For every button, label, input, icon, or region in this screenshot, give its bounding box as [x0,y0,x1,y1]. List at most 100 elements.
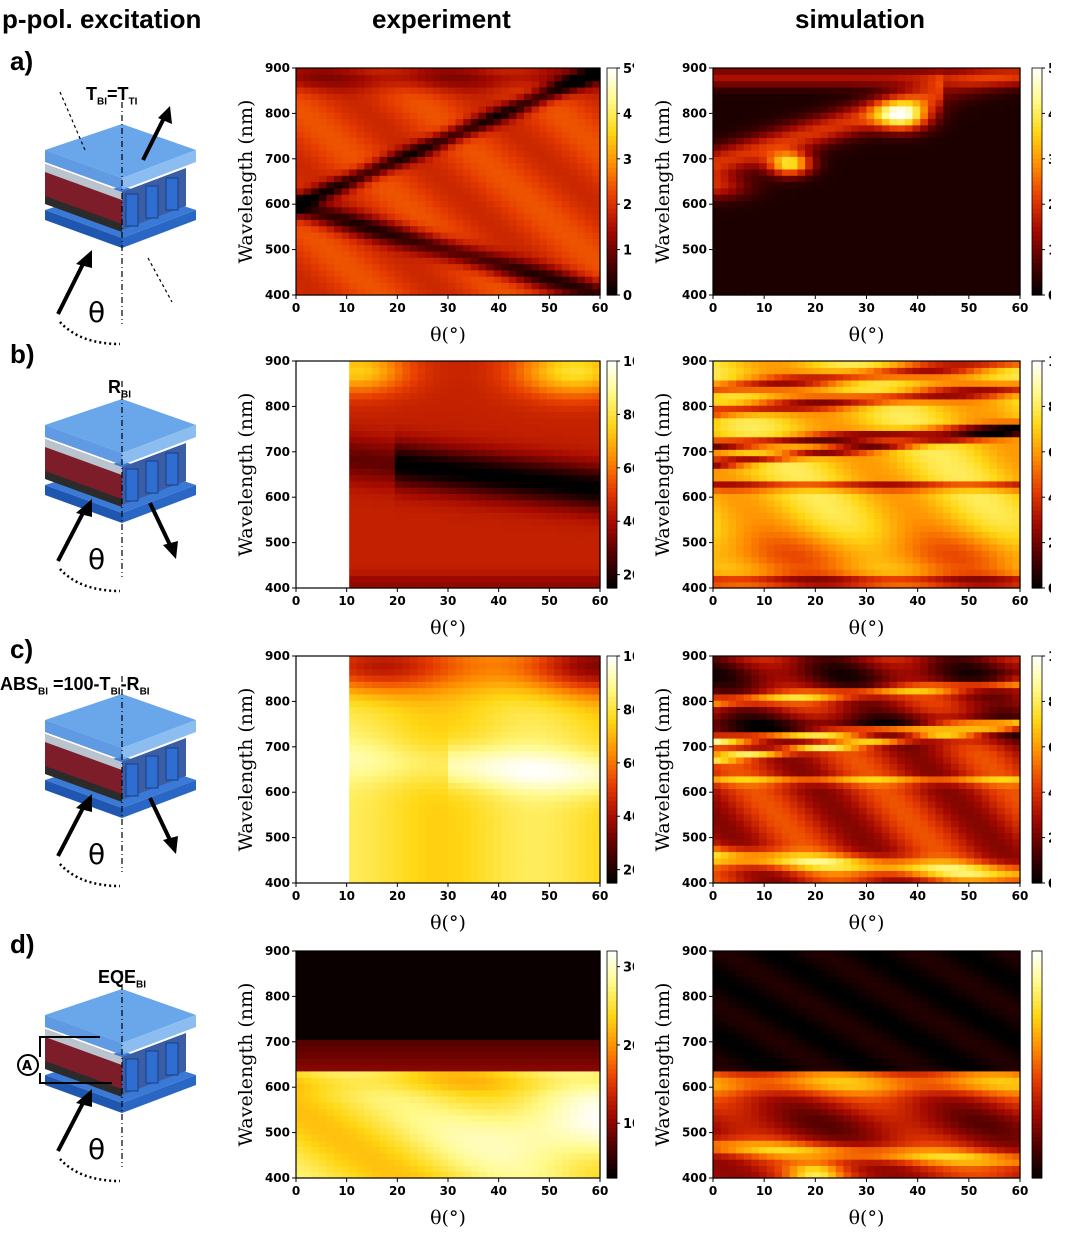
heatmap-cell [554,263,563,271]
heatmap-cell [728,361,737,368]
heatmap-cell [728,556,737,564]
heatmap-cell [318,282,327,290]
heatmap-cell [966,206,975,214]
heatmap-cell [531,282,540,290]
heatmap-cell [508,506,517,513]
heatmap-cell [372,468,381,476]
heatmap-cell [973,137,983,145]
heatmap-cell [966,86,975,94]
heatmap-cell [782,518,791,526]
heatmap-cell [592,250,601,258]
heatmap-cell [546,99,555,107]
heatmap-cell [1004,149,1013,157]
heatmap-cell [820,269,829,277]
heatmap-cell [751,474,760,482]
heatmap-cell [531,124,540,132]
heatmap-cell [356,392,365,400]
heatmap-cell [539,200,548,208]
heatmap-cell [866,244,875,252]
heatmap-cell [736,276,745,283]
heatmap-cell [912,231,921,239]
heatmap-cell [493,373,502,381]
heatmap-cell [402,276,411,283]
heatmap-cell [569,556,578,564]
heatmap-cell [326,518,335,526]
heatmap-cell [539,405,548,413]
heatmap-cell [379,175,388,183]
heatmap-cell [1012,86,1021,94]
heatmap-cell [554,417,563,425]
heatmap-cell [372,449,381,457]
x-axis-label: θ(°) [430,324,466,346]
theta-symbol: θ [88,1133,105,1166]
heatmap-cell [805,86,814,94]
heatmap-cell [364,105,373,113]
heatmap-cell [720,569,729,576]
heatmap-cell [334,398,343,406]
heatmap-cell [950,86,960,94]
heatmap-cell [966,131,975,138]
colorbar-segment [607,113,617,119]
heatmap-cell [387,537,396,545]
y-tick-label: 600 [682,197,707,211]
heatmap-cell [851,276,860,283]
heatmap-cell [455,562,464,570]
heatmap-cell [546,175,555,183]
heatmap-cell [751,361,760,368]
heatmap-cell [569,518,578,526]
heatmap-cell [569,379,578,387]
heatmap-cell [897,80,906,88]
heatmap-cell [508,288,517,296]
heatmap-cell [577,250,586,258]
heatmap-cell [478,367,487,375]
heatmap-cell [927,238,937,246]
heatmap-cell [835,269,845,277]
heatmap-cell [417,137,426,145]
heatmap-cell [546,149,555,157]
heatmap-cell [334,373,343,381]
heatmap-cell [501,367,510,375]
heatmap-cell [524,543,533,551]
heatmap-cell [728,537,737,545]
heatmap-cell [713,531,722,539]
heatmap-cell [318,373,327,381]
heatmap-cell [759,156,768,164]
heatmap-cell [966,93,975,101]
heatmap-cell [920,206,929,214]
heatmap-cell [743,269,752,277]
heatmap-cell [531,405,540,413]
heatmap-cell [912,225,921,233]
heatmap-cell [387,131,396,138]
heatmap-cell [311,282,320,290]
heatmap-cell [478,175,487,183]
heatmap-cell [296,276,305,283]
heatmap-cell [334,105,343,113]
heatmap-cell [958,257,967,265]
colorbar-segment [607,158,617,164]
heatmap-cell [577,231,586,239]
heatmap-cell [356,512,365,520]
heatmap-cell [394,449,403,457]
heatmap-cell [448,487,457,495]
heatmap-cell [531,244,540,252]
heatmap-cell [546,181,555,189]
heatmap-cell [455,181,464,189]
heatmap-cell [759,493,768,501]
heatmap-cell [356,543,365,551]
heatmap-cell [554,361,563,368]
heatmap-cell [531,118,540,126]
heatmap-cell [463,250,472,258]
heatmap-cell [584,518,593,526]
heatmap-cell [584,124,593,132]
heatmap-cell [935,105,944,113]
heatmap-cell [751,250,760,258]
heatmap-cell [501,379,510,387]
heatmap-cell [782,250,791,258]
heatmap-cell [958,86,967,94]
heatmap-cell [311,181,320,189]
heatmap-cell [812,80,822,88]
heatmap-cell [524,263,533,271]
heatmap-cell [493,86,502,94]
heatmap-cell [751,156,760,164]
heatmap-cell [584,225,593,233]
